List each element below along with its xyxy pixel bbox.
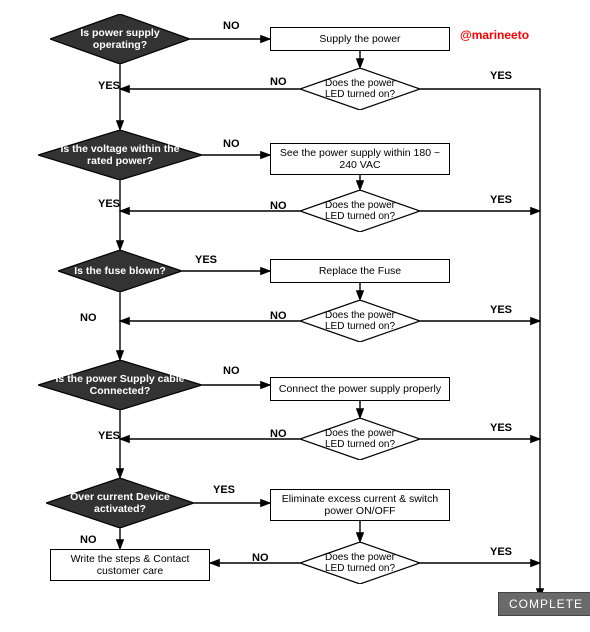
flow-edges (0, 0, 590, 632)
decision-d4: Is the power Supply cable Connected? (38, 360, 202, 410)
process-p5: Eliminate excess current & switch power … (270, 489, 450, 521)
complete-terminal: COMPLETE (498, 592, 590, 616)
decision-d1: Is power supply operating? (50, 14, 190, 64)
decision-d2: Is the voltage within the rated power? (38, 130, 202, 180)
decision-d3: Is the fuse blown? (58, 250, 182, 292)
process-p3: Replace the Fuse (270, 259, 450, 283)
process-p2: See the power supply within 180 ~ 240 VA… (270, 143, 450, 175)
process-p6: Write the steps & Contact customer care (50, 549, 210, 581)
process-p1: Supply the power (270, 27, 450, 51)
process-p4: Connect the power supply properly (270, 377, 450, 401)
decision-d5: Over current Device activated? (46, 478, 194, 528)
